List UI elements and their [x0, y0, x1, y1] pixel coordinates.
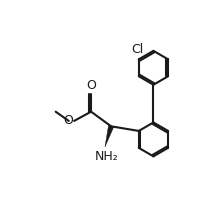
Text: O: O [64, 114, 73, 127]
Polygon shape [105, 126, 114, 147]
Text: O: O [86, 80, 96, 92]
Text: Cl: Cl [131, 43, 143, 56]
Text: NH₂: NH₂ [95, 150, 118, 163]
